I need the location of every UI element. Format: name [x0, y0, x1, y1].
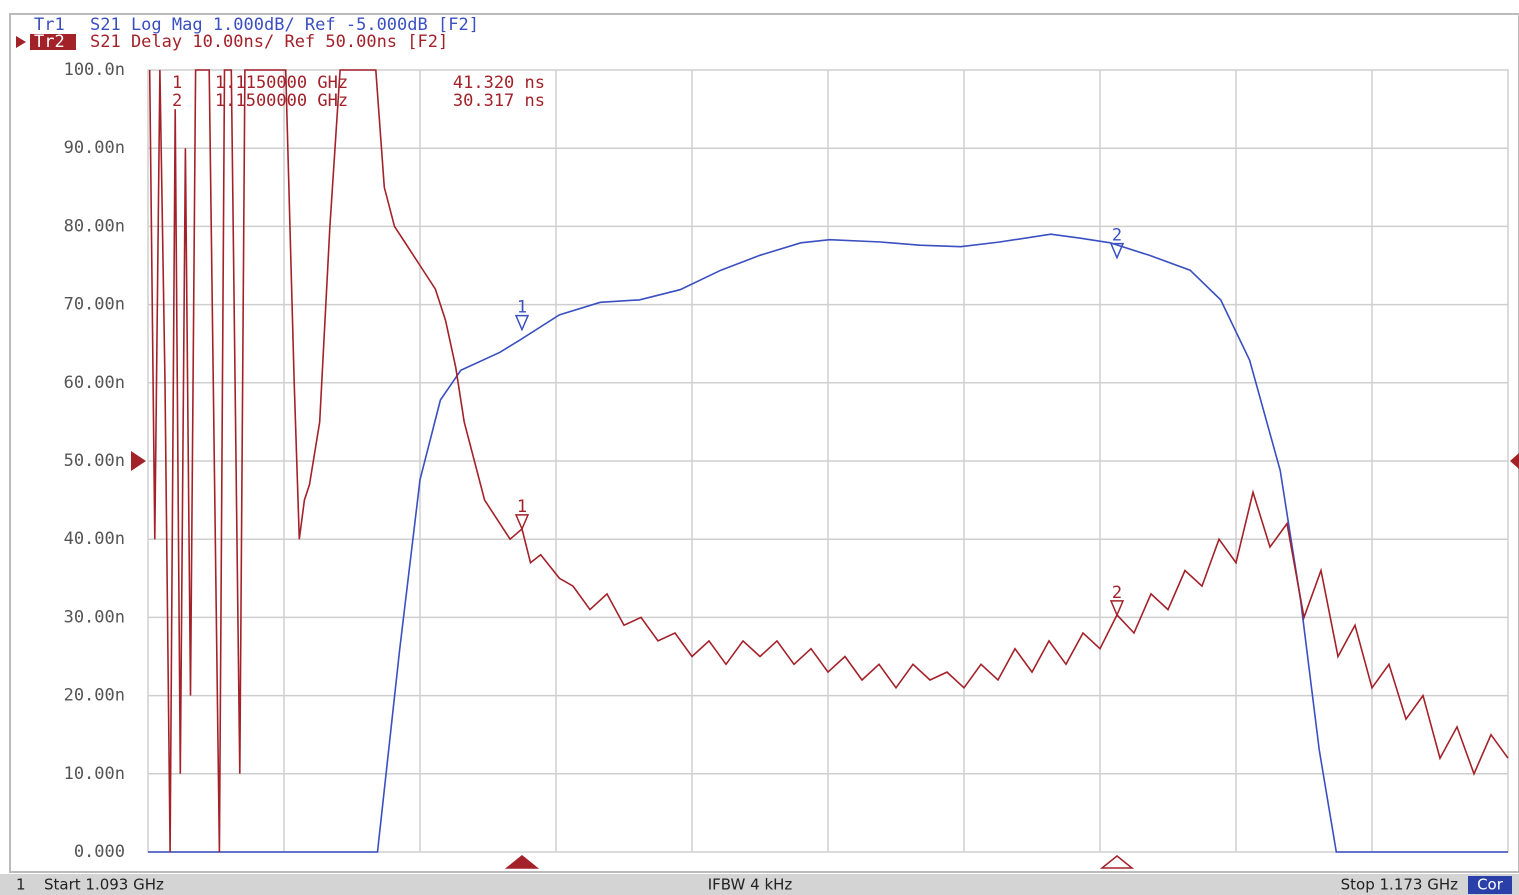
marker-position — [1099, 855, 1135, 869]
y-tick-label: 90.00n — [64, 138, 125, 158]
active-trace-box — [30, 34, 76, 50]
marker-name: 1 — [172, 73, 182, 93]
marker-readout: 30.317 ns — [453, 91, 545, 111]
trace-label: Tr1 — [34, 15, 65, 35]
marker-label: 1 — [517, 298, 527, 318]
traces — [148, 69, 1509, 853]
marker-blue — [514, 314, 530, 332]
y-tick-label: 100.0n — [64, 60, 125, 80]
start-frequency: Start 1.093 GHz — [44, 876, 164, 894]
reference-marker — [131, 451, 146, 471]
marker-label: 2 — [1112, 226, 1122, 246]
frame — [9, 13, 1519, 873]
trace-line — [148, 233, 1508, 853]
trace-line — [148, 69, 1509, 853]
y-tick-label: 40.00n — [64, 529, 125, 549]
marker-red — [514, 514, 530, 531]
marker-frequency: 1.1150000 GHz — [215, 73, 348, 93]
y-tick-label: 30.00n — [64, 607, 125, 627]
y-tick-label: 10.00n — [64, 764, 125, 784]
ifbw: IFBW 4 kHz — [708, 876, 793, 894]
trace-header: S21 Log Mag 1.000dB/ Ref -5.000dB [F2] — [90, 15, 479, 35]
y-tick-label: 20.00n — [64, 686, 125, 706]
reference-marker — [1510, 453, 1519, 469]
active-trace-arrow — [16, 36, 26, 48]
marker-label: 1 — [517, 497, 527, 517]
channel-number: 1 — [16, 876, 26, 894]
trace-label: Tr2 — [34, 32, 65, 52]
marker-position — [504, 855, 540, 869]
y-tick-label: 70.00n — [64, 295, 125, 315]
marker-frequency: 1.1500000 GHz — [215, 91, 348, 111]
status-bar — [0, 874, 1519, 895]
grid — [147, 69, 1509, 853]
stop-frequency: Stop 1.173 GHz — [1341, 876, 1458, 894]
trace-header: S21 Delay 10.00ns/ Ref 50.00ns [F2] — [90, 32, 448, 52]
correction-box — [1468, 876, 1512, 894]
marker-red — [1109, 600, 1125, 617]
marker-label: 2 — [1112, 583, 1122, 603]
marker-name: 2 — [172, 91, 182, 111]
y-tick-label: 50.00n — [64, 451, 125, 471]
marker-blue — [1109, 242, 1125, 260]
y-tick-label: 80.00n — [64, 216, 125, 236]
marker-readout: 41.320 ns — [453, 73, 545, 93]
y-tick-label: 60.00n — [64, 373, 125, 393]
correction: Cor — [1477, 876, 1504, 894]
y-tick-label: 0.000 — [74, 842, 125, 862]
